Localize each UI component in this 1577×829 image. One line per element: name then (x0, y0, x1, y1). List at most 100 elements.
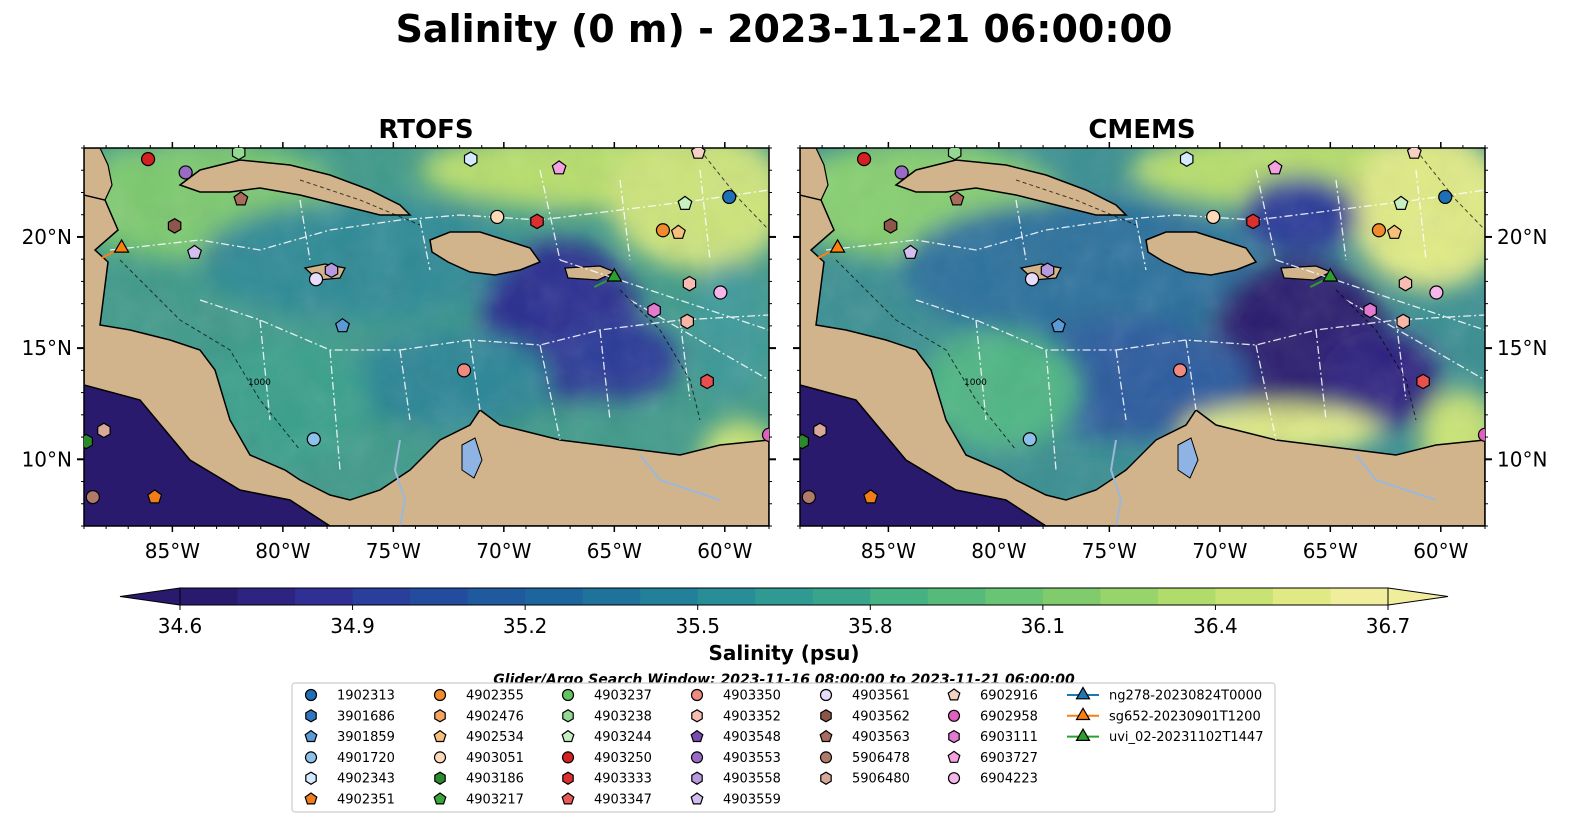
legend-label: 5906480 (852, 772, 910, 787)
profile-marker (97, 422, 111, 439)
legend-label: 4903548 (723, 730, 781, 745)
legend-marker (819, 751, 833, 764)
legend-label: 4902476 (466, 709, 524, 724)
glider-track (1284, 130, 1304, 140)
profile-marker (801, 489, 816, 505)
profile-marker (1022, 432, 1037, 447)
legend-label: 4903237 (594, 689, 652, 704)
legend-marker (434, 771, 446, 785)
legend-marker (691, 709, 703, 723)
profile-marker (308, 272, 324, 287)
profile-marker (761, 427, 769, 442)
profile-marker (463, 151, 478, 167)
profile-marker (456, 363, 472, 378)
profile-marker (585, 128, 599, 141)
legend-marker (690, 792, 704, 805)
profile-marker (1477, 427, 1485, 442)
legend-label: 4903186 (466, 772, 524, 787)
profile-marker (1357, 128, 1369, 142)
legend-label: 3901859 (337, 730, 395, 745)
profile-marker (670, 224, 686, 239)
legend-marker (691, 771, 703, 785)
legend-marker (690, 729, 704, 743)
legend-marker (820, 709, 832, 723)
glider-track (568, 130, 588, 140)
y-tick-label: 20°N (1497, 225, 1547, 249)
profile-marker (306, 432, 321, 447)
legend-marker (690, 688, 704, 702)
figure-title: Salinity (0 m) - 2023-11-21 06:00:00 (396, 7, 1173, 51)
legend-marker (562, 709, 574, 723)
legend-marker (304, 751, 318, 764)
profile-marker (1386, 224, 1402, 239)
legend-label: 4903558 (723, 772, 781, 787)
panel-frame-cmems (799, 147, 1486, 527)
y-tick-label: 15°N (1497, 336, 1547, 360)
legend-label: 4902351 (337, 793, 395, 808)
profile-marker (1393, 195, 1409, 210)
profile-marker (530, 213, 544, 230)
colorbar-segment (1157, 588, 1217, 605)
profile-marker (1246, 213, 1260, 230)
profile-marker (167, 218, 182, 234)
y-tick-label: 10°N (22, 447, 72, 471)
colorbar-segment (1215, 588, 1274, 605)
legend-marker (819, 688, 833, 702)
panel-title-cmems: CMEMS (1088, 115, 1195, 145)
colorbar-extend-max (1387, 587, 1449, 606)
profile-marker (490, 209, 505, 225)
legend-marker (305, 709, 317, 723)
legend-label: 4903347 (594, 793, 652, 808)
colorbar-segment (697, 588, 756, 605)
colorbar-segment (352, 588, 411, 605)
legend-marker (1075, 727, 1091, 741)
colorbar-tick-label: 36.7 (1366, 614, 1411, 638)
colorbar-segment (1330, 588, 1389, 605)
legend-label: 4902343 (337, 772, 395, 787)
contour-label: 1000 (248, 378, 271, 388)
profile-marker (949, 191, 965, 206)
colorbar-segment (410, 588, 469, 605)
colorbar-segment (180, 588, 239, 605)
y-tick-label: 15°N (22, 336, 72, 360)
legend-label: 4903562 (852, 709, 910, 724)
profile-marker (700, 373, 714, 390)
profile-marker (883, 218, 898, 234)
profile-marker (1438, 189, 1453, 205)
profile-marker (1396, 313, 1410, 330)
profile-marker (690, 148, 706, 159)
profile-marker (697, 130, 709, 144)
map-panel-rtofs: 1000 (84, 148, 769, 526)
legend-marker (1075, 686, 1091, 700)
colorbar-tick-label: 35.8 (848, 614, 893, 638)
legend-marker (819, 729, 833, 743)
x-tick-label: 60°W (1413, 539, 1468, 563)
colorbar-segment (755, 588, 814, 605)
legend: 1902313 3901686 3901859 4901720 4902343 49023… (291, 682, 1276, 813)
legend-label: 4901720 (337, 751, 395, 766)
colorbar-tick-label: 35.2 (503, 614, 548, 638)
colorbar-segment (1100, 588, 1159, 605)
profile-marker (1322, 267, 1339, 282)
profile-marker (1179, 151, 1194, 167)
profile-marker (713, 285, 728, 300)
legend-label: 4903250 (594, 751, 652, 766)
x-tick-label: 85°W (861, 539, 916, 563)
profile-marker (800, 433, 809, 450)
legend-label: 4903563 (852, 730, 910, 745)
profile-marker (147, 489, 163, 504)
profile-marker (85, 489, 100, 505)
y-tick-label: 20°N (22, 225, 72, 249)
legend-label: 4902534 (466, 730, 524, 745)
profile-marker (1050, 317, 1067, 333)
profile-marker (1206, 209, 1221, 225)
legend-label: uvi_02-20231102T1447 (1109, 730, 1263, 745)
legend-label: 6902916 (980, 689, 1038, 704)
x-tick-label: 80°W (255, 539, 310, 563)
profile-marker (902, 244, 919, 259)
colorbar-tick-label: 34.9 (330, 614, 375, 638)
profile-marker (334, 317, 351, 333)
legend-marker (304, 688, 318, 702)
legend-label: 4903559 (723, 793, 781, 808)
